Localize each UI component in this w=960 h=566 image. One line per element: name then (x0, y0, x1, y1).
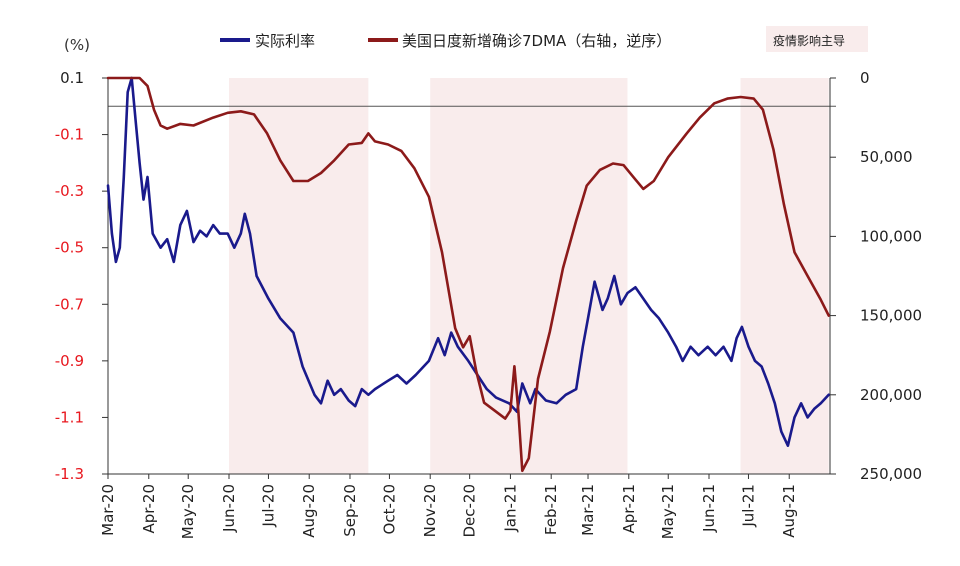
right-tick-label-0: 0 (860, 69, 870, 87)
legend: 实际利率 美国日度新增确诊7DMA（右轴，逆序） 疫情影响主导 (220, 26, 868, 52)
right-tick-label-2: 100,000 (860, 227, 922, 245)
x-tick-label-16: Jul-21 (739, 484, 757, 528)
legend-swatch-pandemic-dominated (766, 26, 868, 52)
right-tick-label-3: 150,000 (860, 307, 922, 325)
x-tick-label-3: Jun-20 (220, 484, 238, 533)
left-tick-label-0: 0.1 (60, 69, 84, 87)
x-tick-label-7: Oct-20 (380, 484, 398, 534)
x-tick-label-12: Mar-21 (579, 484, 597, 536)
series-line-real-rate (106, 76, 831, 448)
right-tick-label-1: 50,000 (860, 148, 913, 166)
x-tick-label-6: Sep-20 (341, 484, 359, 537)
left-tick-label-6: -1.1 (55, 408, 84, 426)
x-tick-label-14: May-21 (659, 484, 677, 539)
x-tick-label-11: Feb-21 (542, 484, 560, 535)
shaded-period-1 (430, 78, 628, 474)
right-tick-label-5: 250,000 (860, 465, 922, 483)
left-tick-label-5: -0.9 (55, 352, 84, 370)
x-tick-label-17: Aug-21 (780, 484, 798, 538)
legend-label-real-rate: 实际利率 (255, 32, 315, 50)
shaded-periods (228, 78, 829, 474)
legend-label-pandemic-dominated: 疫情影响主导 (773, 33, 845, 48)
x-tick-label-15: Jun-21 (700, 484, 718, 533)
axes: 0.1 -0.1 -0.3 -0.5 -0.7 -0.9 -1.1 -1.3 0 50,000 10… (55, 69, 922, 539)
x-tick-label-13: Apr-21 (620, 484, 638, 534)
x-tick-label-9: Dec-20 (461, 484, 479, 538)
legend-label-us-cases: 美国日度新增确诊7DMA（右轴，逆序） (402, 32, 671, 50)
left-tick-label-4: -0.7 (55, 295, 84, 313)
series-line-us-cases (106, 76, 831, 473)
left-axis-unit-label: (%) (64, 36, 90, 54)
x-tick-label-10: Jan-21 (501, 484, 519, 533)
left-tick-label-2: -0.3 (55, 182, 84, 200)
left-tick-label-1: -0.1 (55, 126, 84, 144)
right-tick-label-4: 200,000 (860, 386, 922, 404)
x-tick-label-5: Aug-20 (300, 484, 318, 538)
shaded-period-2 (740, 78, 829, 474)
x-tick-label-1: Apr-20 (140, 484, 158, 534)
left-tick-label-7: -1.3 (55, 465, 84, 483)
x-tick-label-2: May-20 (179, 484, 197, 539)
left-tick-label-3: -0.5 (55, 239, 84, 257)
x-tick-label-8: Nov-20 (421, 484, 439, 537)
x-tick-label-0: Mar-20 (99, 484, 117, 536)
x-tick-label-4: Jul-20 (259, 484, 277, 528)
shaded-period-0 (228, 78, 369, 474)
series-lines (106, 76, 831, 473)
